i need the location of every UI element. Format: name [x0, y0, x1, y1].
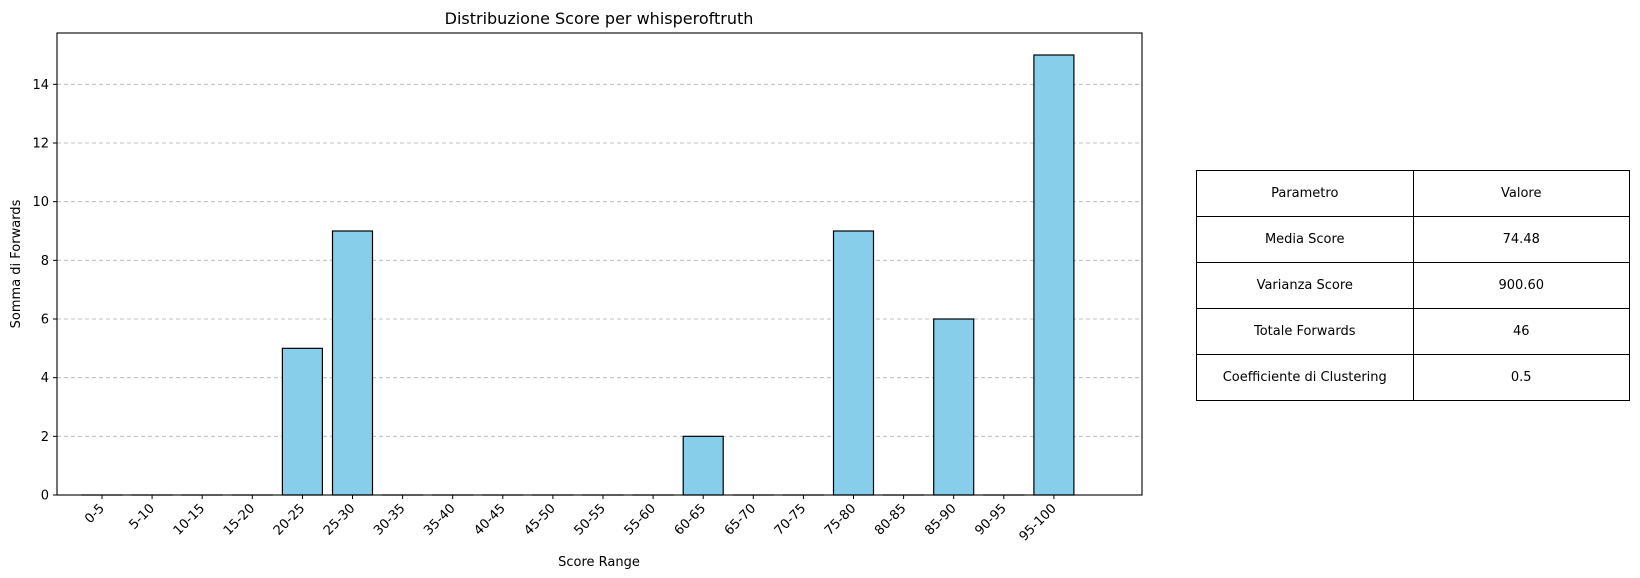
score-distribution-chart: Distribuzione Score per whisperoftruth 0… — [9, 9, 1143, 570]
y-tick-label: 12 — [32, 137, 49, 152]
x-tick-label: 60-65 — [672, 501, 709, 538]
value-cell: Valore — [1412, 170, 1630, 217]
bar — [281, 347, 323, 496]
table-row: Media Score 74.48 — [1196, 216, 1630, 263]
x-tick-label: 40-45 — [471, 501, 508, 538]
parameter-cell: Parametro — [1196, 170, 1414, 217]
value-cell: 46 — [1412, 308, 1630, 355]
x-tick-label: 65-70 — [722, 501, 759, 538]
y-tick-label: 0 — [41, 489, 49, 504]
bar — [933, 318, 975, 496]
x-tick-label: 50-55 — [572, 501, 609, 538]
table-row: Totale Forwards 46 — [1196, 308, 1630, 355]
x-tick-label: 30-35 — [371, 501, 408, 538]
y-axis-label: Somma di Forwards — [9, 199, 24, 328]
y-tick-label: 6 — [41, 313, 49, 328]
table-header-row: Parametro Valore — [1196, 170, 1630, 217]
bars — [81, 54, 1075, 496]
bar — [1033, 54, 1075, 496]
x-tick-label: 10-15 — [171, 501, 208, 538]
y-tick-label: 4 — [41, 371, 49, 386]
bar — [832, 230, 875, 496]
x-tick-label: 0-5 — [82, 501, 108, 527]
y-tick-label: 14 — [32, 78, 49, 93]
x-tick-label: 5-10 — [126, 501, 157, 532]
stats-table-body: Parametro Valore Media Score 74.48 Varianza … — [1196, 170, 1630, 401]
x-tick-label: 20-25 — [271, 501, 308, 538]
plot-frame — [56, 32, 1143, 496]
y-axis: 0 2 4 6 8 10 12 14 — [32, 78, 57, 504]
parameter-cell: Media Score — [1196, 216, 1414, 263]
parameter-cell: Totale Forwards — [1196, 308, 1414, 355]
table-row: Coefficiente di Clustering 0.5 — [1196, 354, 1630, 401]
x-axis: 0-5 5-10 10-15 15-20 20-25 25-30 30-35 35-40 40-… — [82, 495, 1060, 544]
x-tick-label: 90-95 — [972, 501, 1009, 538]
y-tick-label: 10 — [32, 195, 49, 210]
x-tick-label: 25-30 — [321, 501, 358, 538]
y-tick-label: 8 — [41, 254, 49, 269]
bar — [682, 435, 724, 496]
parameter-cell: Varianza Score — [1196, 262, 1414, 309]
x-tick-label: 55-60 — [622, 501, 659, 538]
value-cell: 0.5 — [1412, 354, 1630, 401]
x-axis-label: Score Range — [558, 555, 640, 570]
x-tick-label: 85-90 — [922, 501, 959, 538]
stats-table: Parametro Valore Media Score 74.48 Varianza … — [1196, 170, 1630, 401]
value-cell: 74.48 — [1412, 216, 1630, 263]
x-tick-label: 70-75 — [772, 501, 809, 538]
table-row: Varianza Score 900.60 — [1196, 262, 1630, 309]
x-tick-label: 95-100 — [1017, 501, 1060, 544]
parameter-cell: Coefficiente di Clustering — [1196, 354, 1414, 401]
y-tick-label: 2 — [41, 430, 49, 445]
x-tick-label: 35-40 — [421, 501, 458, 538]
value-cell: 900.60 — [1412, 262, 1630, 309]
y-gridlines — [57, 83, 1142, 496]
x-tick-label: 45-50 — [521, 501, 558, 538]
x-tick-label: 80-85 — [872, 501, 909, 538]
bar — [331, 230, 374, 496]
x-tick-label: 75-80 — [822, 501, 859, 538]
x-tick-label: 15-20 — [221, 501, 258, 538]
chart-title: Distribuzione Score per whisperoftruth — [445, 9, 754, 28]
